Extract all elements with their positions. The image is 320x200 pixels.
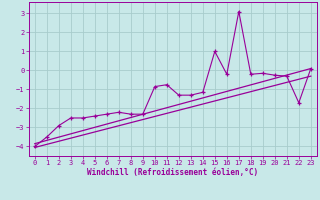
X-axis label: Windchill (Refroidissement éolien,°C): Windchill (Refroidissement éolien,°C) <box>87 168 258 177</box>
